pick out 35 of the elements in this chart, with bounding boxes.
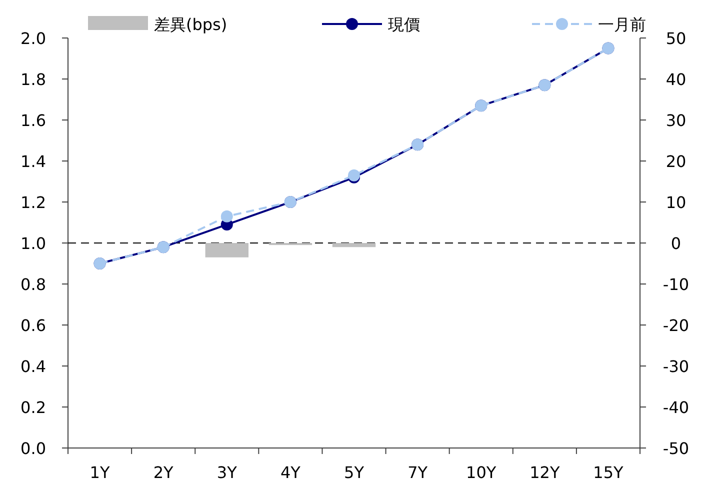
point [220,210,233,222]
y2-tick-label: 40 [666,70,686,89]
y2-tick-label: 0 [670,234,682,253]
y-tick-label: 0.0 [20,439,46,458]
y2-tick-label: -50 [662,439,690,458]
y-tick-label: 1.8 [20,70,46,89]
y2-tick-label: 20 [666,152,686,171]
legend-label: 一月前 [598,15,646,34]
y2-tick-label: 10 [666,193,686,212]
y-tick-label: 0.8 [20,275,46,294]
x-tick-label: 4Y [280,463,301,482]
y2-tick-label: -20 [662,316,690,335]
x-tick-label: 12Y [530,463,560,482]
y-tick-label: 2.0 [20,29,46,48]
y2-tick-label: -30 [662,357,690,376]
x-tick-label: 10Y [466,463,496,482]
x-tick-label: 2Y [153,463,174,482]
legend-label: 現價 [388,15,420,34]
y-tick-label: 1.4 [20,152,46,171]
y2-tick-label: -10 [662,275,690,294]
x-tick-label: 7Y [408,463,428,482]
y-tick-label: 0.2 [20,398,46,417]
y-tick-label: 0.4 [20,357,46,376]
legend-label: 差異(bps) [154,15,228,34]
y-tick-label: 1.2 [20,193,46,212]
x-tick-label: 15Y [593,463,624,482]
y2-tick-label: 30 [666,111,686,130]
y-tick-label: 1.0 [20,234,46,253]
y-tick-label: 0.6 [20,316,46,335]
y2-tick-label: -40 [662,398,690,417]
y2-tick-label: 50 [666,29,686,48]
x-tick-label: 5Y [344,463,364,482]
y-tick-label: 1.6 [20,111,46,130]
x-tick-label: 1Y [90,463,110,482]
x-tick-label: 3Y [216,463,238,482]
